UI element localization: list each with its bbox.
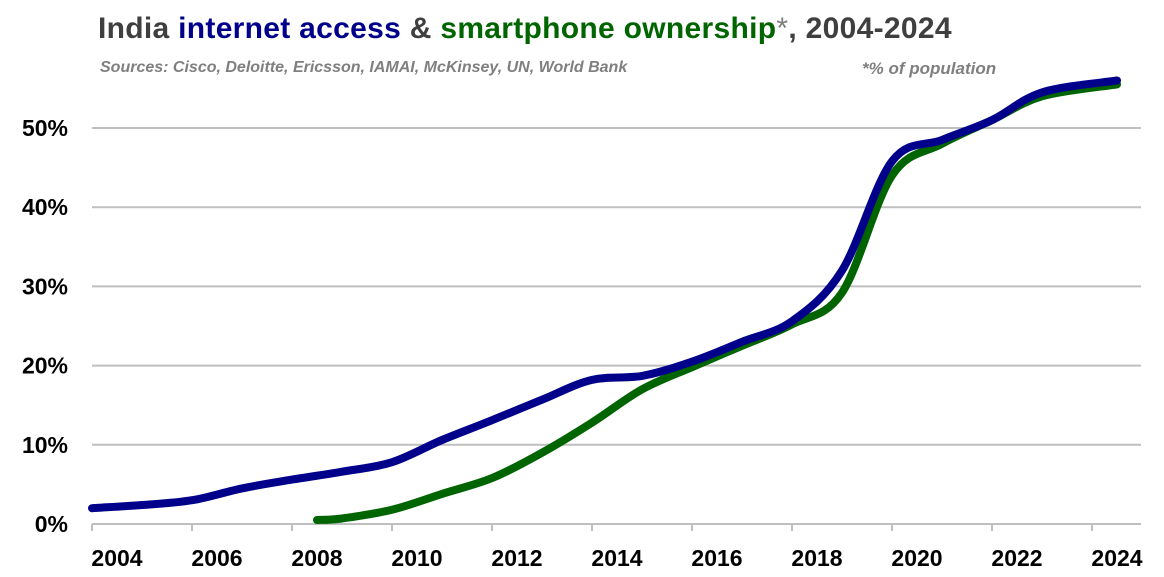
gridlines [92, 127, 1141, 525]
y-axis-ticks: 0% 10% 20% 30% 40% 50% [22, 115, 68, 537]
y-tick-label: 0% [35, 511, 68, 537]
x-tick-label: 2016 [691, 545, 742, 571]
x-tick-label: 2014 [591, 545, 642, 571]
y-tick-label: 10% [22, 432, 68, 458]
x-tick-label: 2018 [791, 545, 842, 571]
x-tick-label: 2006 [191, 545, 242, 571]
x-tick-label: 2020 [891, 545, 942, 571]
title-part-smartphone: smartphone ownership [440, 12, 777, 45]
chart-subtitle: Sources: Cisco, Deloitte, Ericsson, IAMA… [100, 59, 628, 76]
internet-access-line [88, 76, 1121, 513]
x-tick-label: 2012 [491, 545, 542, 571]
smartphone-ownership-line [313, 80, 1121, 524]
title-part-years: , 2004-2024 [788, 12, 952, 45]
y-tick-label: 40% [22, 194, 68, 220]
y-tick-label: 50% [22, 115, 68, 141]
title-part-amp: & [401, 12, 441, 45]
title-part-asterisk: * [776, 12, 789, 45]
series-lines [88, 76, 1121, 524]
y-tick-label: 30% [22, 273, 68, 299]
y-tick-label: 20% [22, 353, 68, 379]
title-part-india: India [98, 12, 179, 45]
x-tick-label: 2024 [1091, 545, 1142, 571]
x-axis-ticks: 2004 2006 2008 2010 2012 2014 2016 2018 2020 2022… [91, 524, 1143, 571]
x-tick-label: 2010 [391, 545, 442, 571]
x-tick-label: 2008 [291, 545, 342, 571]
x-tick-label: 2004 [91, 545, 142, 571]
chart-note: *% of population [862, 59, 997, 78]
title-part-internet: internet access [178, 12, 402, 45]
x-tick-label: 2022 [991, 545, 1042, 571]
chart-title: India internet access & smartphone owner… [98, 12, 952, 46]
